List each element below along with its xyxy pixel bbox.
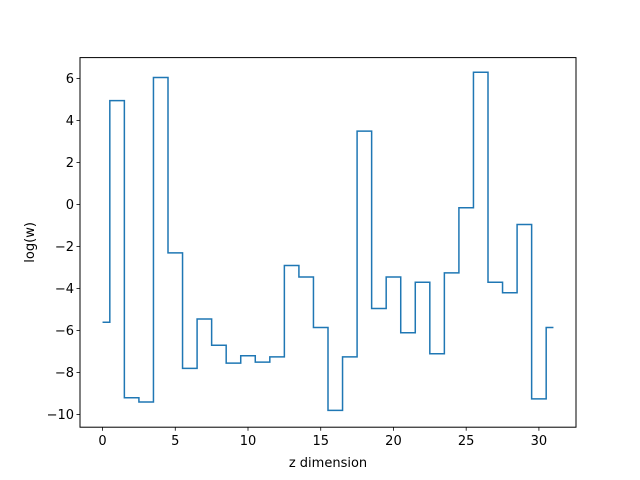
x-tick-label: 20: [385, 434, 402, 449]
x-tick-label: 10: [240, 434, 257, 449]
y-tick-label: 2: [66, 156, 74, 171]
y-tick-label: −6: [55, 324, 74, 339]
y-tick-label: −8: [55, 366, 74, 381]
plot-frame: [79, 57, 577, 428]
y-tick-label: 4: [66, 114, 74, 129]
y-axis-label: log(w): [23, 222, 38, 263]
x-tick-label: 30: [531, 434, 548, 449]
x-tick-label: 5: [171, 434, 179, 449]
x-tick-label: 0: [98, 434, 106, 449]
y-tick-label: −4: [55, 282, 74, 297]
y-tick-label: −2: [55, 240, 74, 255]
series-line-0: [102, 71, 554, 412]
x-tick-label: 25: [458, 434, 475, 449]
x-tick-label: 15: [312, 434, 329, 449]
y-tick-label: 6: [66, 72, 74, 87]
y-tick-label: 0: [66, 198, 74, 213]
x-axis-label: z dimension: [289, 456, 367, 471]
y-tick-label: −10: [47, 408, 74, 423]
